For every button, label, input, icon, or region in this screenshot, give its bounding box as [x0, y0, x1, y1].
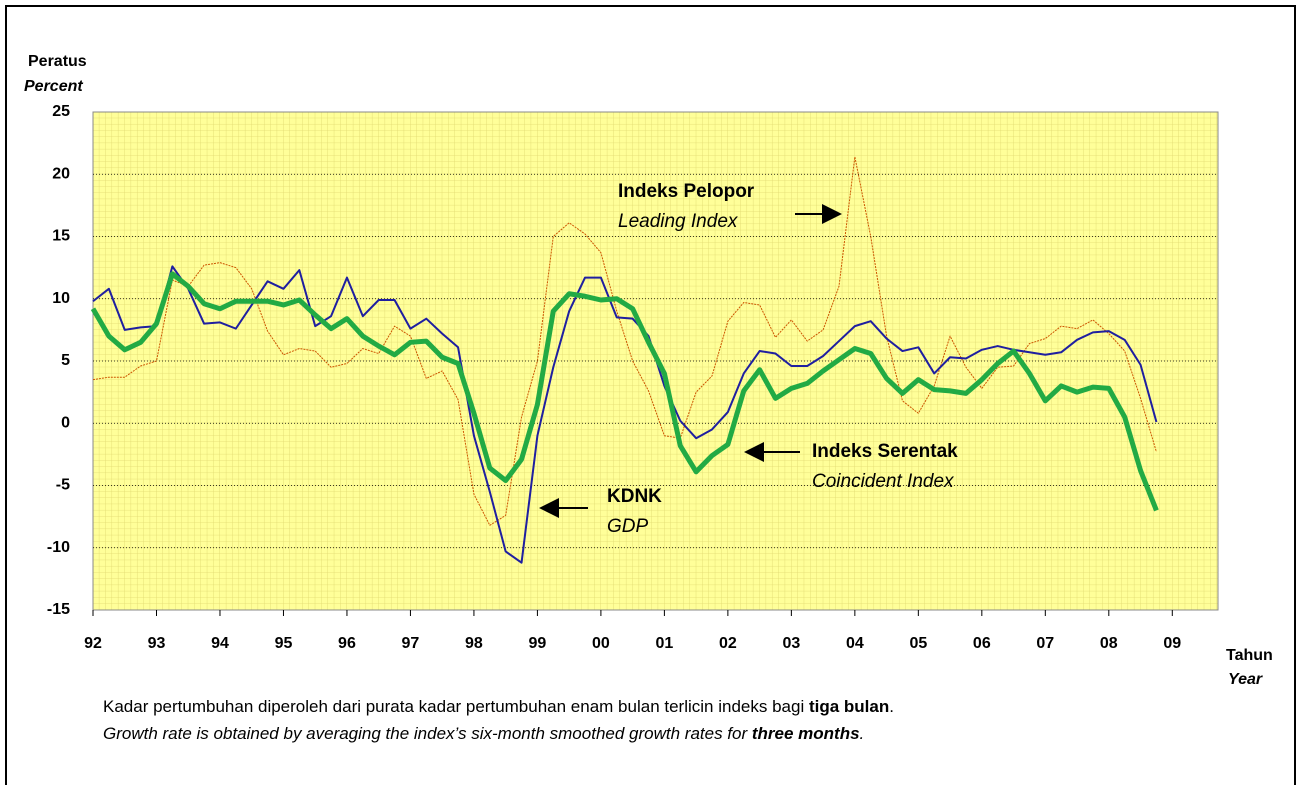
annotation-title: KDNK — [607, 486, 662, 507]
x-tick-label: 03 — [782, 635, 800, 652]
x-tick-label: 04 — [846, 635, 864, 652]
x-label-en: Year — [1228, 671, 1263, 688]
annotation-subtitle: GDP — [607, 516, 649, 537]
y-tick-label: 20 — [52, 165, 70, 182]
series-line — [92, 265, 1158, 564]
y-tick-label: 25 — [52, 103, 70, 120]
footnote-text: . — [889, 697, 894, 716]
footnote-text: Kadar pertumbuhan diperoleh dari purata … — [103, 697, 809, 716]
y-tick-label: 5 — [61, 352, 70, 369]
footnote-emph: tiga bulan — [809, 697, 889, 716]
footnote-en: Growth rate is obtained by averaging the… — [103, 724, 864, 743]
footnote-text: . — [860, 724, 865, 743]
x-tick-label: 07 — [1036, 635, 1054, 652]
y-tick-label: 0 — [61, 414, 70, 431]
y-tick-label: -15 — [47, 601, 70, 618]
x-tick-label: 08 — [1100, 635, 1118, 652]
x-tick-label: 98 — [465, 635, 483, 652]
series-line — [90, 271, 1159, 512]
x-tick-label: 05 — [909, 635, 927, 652]
x-tick-label: 02 — [719, 635, 737, 652]
x-tick-label: 99 — [529, 635, 547, 652]
annotation-subtitle: Coincident Index — [812, 471, 955, 492]
x-tick-label: 06 — [973, 635, 991, 652]
x-tick-label: 93 — [148, 635, 166, 652]
x-tick-label: 96 — [338, 635, 356, 652]
x-tick-label: 95 — [275, 635, 293, 652]
y-tick-label: 10 — [52, 290, 70, 307]
x-tick-label: 92 — [84, 635, 102, 652]
y-tick-label: -5 — [56, 477, 70, 494]
y-label: Peratus — [28, 53, 87, 70]
x-tick-label: 09 — [1163, 635, 1181, 652]
x-tick-label: 00 — [592, 635, 610, 652]
y-tick-label: 15 — [52, 228, 70, 245]
x-tick-label: 97 — [402, 635, 420, 652]
footnote-ms: Kadar pertumbuhan diperoleh dari purata … — [103, 697, 894, 716]
x-tick-label: 94 — [211, 635, 229, 652]
x-tick-label: 01 — [655, 635, 673, 652]
y-tick-label: -10 — [47, 539, 70, 556]
x-label: Tahun — [1226, 647, 1273, 664]
footnote-emph: three months — [752, 724, 860, 743]
annotation-subtitle: Leading Index — [618, 211, 739, 232]
footnote-text: Growth rate is obtained by averaging the… — [103, 724, 752, 743]
annotation-title: Indeks Serentak — [812, 441, 958, 462]
annotation-title: Indeks Pelopor — [618, 181, 755, 202]
y-label-en: Percent — [24, 78, 83, 95]
